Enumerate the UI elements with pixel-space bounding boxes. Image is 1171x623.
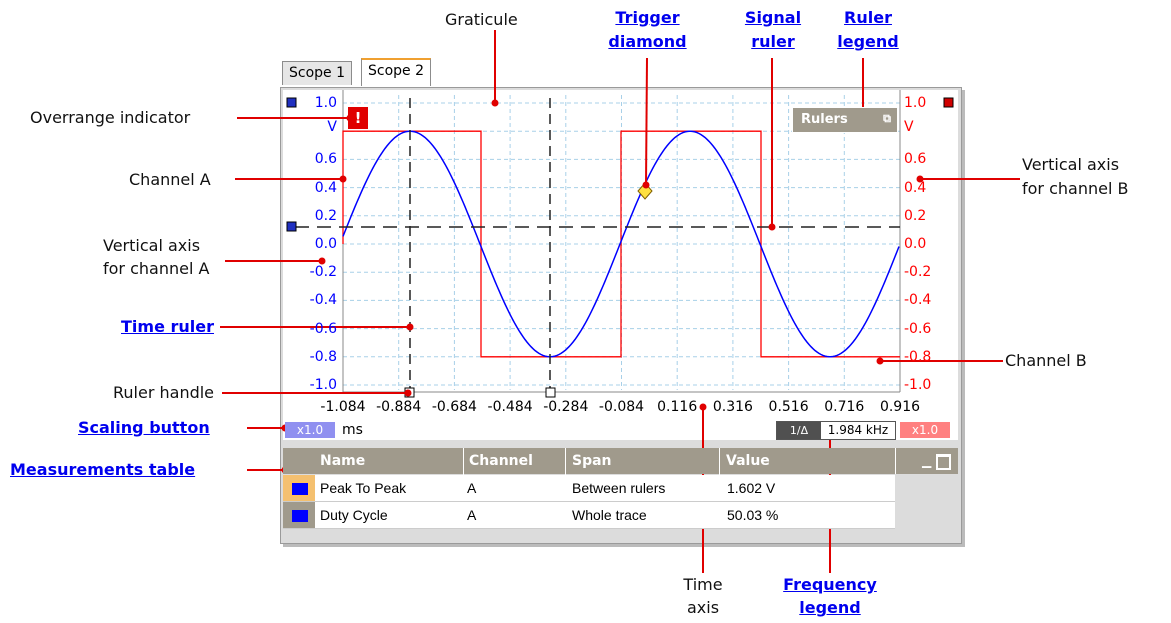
frequency-toggle-label: 1/Δ (789, 424, 809, 437)
time-tick-label: -0.084 (598, 399, 645, 415)
axis-tick-label: -0.8 (904, 348, 932, 365)
ruler-legend-link[interactable]: Ruler (844, 8, 892, 27)
graticule-label: Graticule (445, 10, 518, 29)
table-empty-space (895, 474, 958, 528)
axis-tick-label: -0.4 (904, 292, 932, 309)
axis-tick-label: 0.4 (314, 179, 337, 196)
time-tick-label: -0.884 (376, 399, 422, 415)
time-axis-label-2: axis (686, 598, 720, 617)
time-tick-label: -0.684 (431, 399, 477, 415)
vertical-axis-a-label: Vertical axis (103, 236, 201, 255)
cell-span: Between rulers (572, 480, 666, 496)
scaling-button-a[interactable]: x1.0 (285, 422, 335, 438)
table-row[interactable]: Duty Cycle A Whole trace 50.03 % (283, 502, 895, 529)
trigger-diamond-link[interactable]: Trigger (615, 8, 680, 27)
column-header-value[interactable]: Value (726, 453, 770, 469)
column-header-span[interactable]: Span (572, 453, 612, 469)
channel-b-unit: V (904, 119, 914, 135)
ruler-handle-2 (545, 387, 556, 398)
axis-tick-label: -0.2 (904, 264, 932, 281)
axis-tick-label: -1.0 (309, 377, 337, 393)
axis-tick-label: -0.4 (309, 292, 337, 309)
table-row[interactable]: Peak To Peak A Between rulers 1.602 V (283, 475, 895, 502)
channel-b-axis-marker (943, 97, 954, 108)
time-tick-label: 0.316 (712, 399, 753, 415)
popout-icon: ⧉ (883, 112, 891, 125)
axis-tick-label: 0.0 (314, 236, 337, 252)
overrange-indicator-label: Overrange indicator (30, 108, 191, 127)
rulers-legend-button[interactable]: Rulers ⧉ (792, 107, 898, 133)
time-tick-label: 0.516 (768, 399, 809, 415)
axis-tick-label: 0.0 (904, 236, 927, 252)
time-ruler-link[interactable]: Time ruler (121, 317, 214, 336)
axis-tick-label: -0.2 (309, 264, 337, 281)
frequency-toggle[interactable]: 1/Δ (777, 422, 821, 439)
vertical-axis-b-label-2: for channel B (1022, 179, 1129, 198)
cell-name: Peak To Peak (320, 480, 407, 496)
time-tick-label: 0.916 (879, 399, 921, 415)
rulers-label: Rulers (801, 112, 848, 127)
tab-scope-2[interactable]: Scope 2 (361, 58, 432, 86)
channel-a-axis-marker (286, 97, 297, 108)
measurements-table-link[interactable]: Measurements table (10, 460, 196, 479)
overrange-symbol: ! (354, 109, 362, 127)
column-header-channel[interactable]: Channel (469, 453, 533, 469)
time-unit: ms (342, 422, 363, 438)
channel-b-label: Channel B (1005, 351, 1087, 370)
axis-tick-label: 1.0 (904, 95, 927, 111)
time-tick-label: -1.084 (320, 399, 366, 415)
axis-tick-label: 0.2 (314, 207, 337, 224)
cell-channel: A (467, 507, 477, 523)
channel-b-trace (342, 130, 900, 358)
column-header-name[interactable]: Name (320, 453, 366, 469)
axis-tick-label: -0.6 (309, 320, 337, 337)
channel-color-swatch (290, 481, 310, 497)
channel-color-swatch (290, 508, 310, 524)
vertical-axis-a-label-2: for channel A (103, 259, 210, 278)
scaling-button-b[interactable]: x1.0 (900, 422, 950, 438)
cell-channel: A (467, 480, 477, 496)
frequency-legend-link[interactable]: Frequency (783, 575, 877, 594)
time-tick-label: -0.284 (543, 399, 589, 415)
axis-tick-label: 0.6 (314, 151, 337, 168)
frequency-value: 1.984 kHz (827, 423, 889, 437)
overrange-indicator (348, 107, 368, 129)
channel-a-trace (342, 130, 900, 358)
annotation-lines (220, 30, 1020, 573)
vertical-axis-b-label: Vertical axis (1022, 155, 1120, 174)
frequency-legend-link-2[interactable]: legend (799, 598, 861, 617)
minimize-icon[interactable]: ▁ (922, 454, 932, 468)
axis-tick-label: 1.0 (314, 95, 337, 111)
time-tick-label: 0.116 (657, 399, 698, 415)
tab-scope-1[interactable]: Scope 1 (282, 61, 353, 85)
channel-a-unit: V (327, 119, 337, 135)
signal-ruler-link-2[interactable]: ruler (751, 32, 795, 51)
time-axis-label: Time (683, 575, 723, 594)
time-tick-label: 0.716 (824, 399, 865, 415)
signal-ruler-link[interactable]: Signal (744, 8, 802, 27)
signal-ruler-handle (286, 221, 297, 232)
channel-a-label: Channel A (129, 170, 211, 189)
axis-tick-label: -1.0 (904, 377, 932, 393)
measurements-table-header (283, 448, 958, 474)
trigger-diamond-link-2[interactable]: diamond (608, 32, 687, 51)
axis-tick-label: 0.6 (904, 151, 927, 168)
ruler-handle-label: Ruler handle (113, 383, 215, 402)
axis-tick-label: 0.4 (904, 179, 927, 196)
ruler-legend-link-2[interactable]: legend (837, 32, 899, 51)
axis-tick-label: -0.6 (904, 320, 932, 337)
time-tick-label: -0.484 (487, 399, 533, 415)
cell-value: 50.03 % (727, 507, 779, 523)
scaling-button-link[interactable]: Scaling button (78, 418, 210, 437)
axis-tick-label: 0.2 (904, 207, 927, 224)
axis-tick-label: -0.8 (309, 348, 337, 365)
maximize-icon[interactable] (936, 454, 951, 470)
cell-value: 1.602 V (727, 480, 776, 496)
cell-name: Duty Cycle (320, 507, 388, 523)
cell-span: Whole trace (572, 507, 647, 523)
